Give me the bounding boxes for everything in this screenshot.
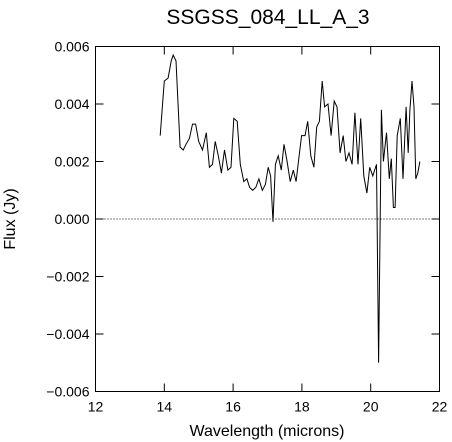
y-tick-label: 0.006 [54,39,89,55]
x-tick-label: 18 [294,399,310,415]
y-tick-label: 0.002 [54,154,89,170]
x-tick-label: 14 [157,399,173,415]
x-tick-label: 22 [432,399,448,415]
x-axis-label: Wavelength (microns) [189,423,344,440]
x-axis-ticks: 12 14 16 18 20 22 [88,46,448,415]
y-axis-label: Flux (Jy) [2,188,19,249]
y-tick-label: 0.000 [54,211,89,227]
flux-series-line [159,53,421,363]
y-tick-label: −0.004 [46,326,89,342]
chart-title: SSGSS_084_LL_A_3 [166,6,369,29]
y-tick-label: −0.002 [46,269,89,285]
y-tick-label: 0.004 [54,96,89,112]
x-tick-label: 16 [225,399,241,415]
y-axis-ticks: −0.006 −0.004 −0.002 0.000 0.002 0.004 0.006 [46,39,440,400]
x-tick-label: 20 [363,399,379,415]
y-tick-label: −0.006 [46,384,89,400]
x-tick-label: 12 [88,399,104,415]
